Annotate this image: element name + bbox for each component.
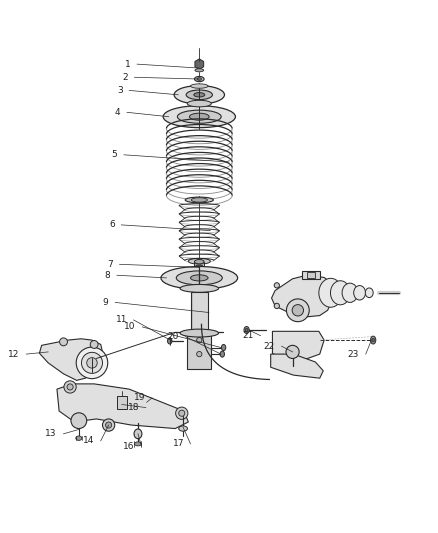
Polygon shape xyxy=(195,59,204,69)
Text: 23: 23 xyxy=(348,350,359,359)
Text: 9: 9 xyxy=(103,298,109,307)
Ellipse shape xyxy=(176,407,188,419)
Text: 22: 22 xyxy=(264,342,275,351)
Text: 13: 13 xyxy=(46,429,57,438)
Ellipse shape xyxy=(319,278,343,307)
Ellipse shape xyxy=(180,329,219,337)
Ellipse shape xyxy=(81,352,102,374)
Ellipse shape xyxy=(197,337,202,343)
Ellipse shape xyxy=(90,341,98,349)
Ellipse shape xyxy=(190,113,209,120)
Text: 3: 3 xyxy=(117,86,123,95)
Text: 8: 8 xyxy=(105,271,110,280)
Ellipse shape xyxy=(342,283,358,302)
Ellipse shape xyxy=(187,100,211,107)
Ellipse shape xyxy=(274,282,279,288)
Ellipse shape xyxy=(274,303,279,309)
Ellipse shape xyxy=(167,338,172,344)
Ellipse shape xyxy=(244,327,249,334)
Ellipse shape xyxy=(372,338,374,342)
Ellipse shape xyxy=(191,198,207,202)
Polygon shape xyxy=(175,332,223,369)
Circle shape xyxy=(286,345,299,359)
Ellipse shape xyxy=(371,336,376,344)
Text: 6: 6 xyxy=(109,220,115,229)
Ellipse shape xyxy=(196,269,202,272)
Text: 20: 20 xyxy=(167,332,179,341)
Ellipse shape xyxy=(194,260,204,264)
Ellipse shape xyxy=(177,110,221,123)
Polygon shape xyxy=(302,271,320,279)
Ellipse shape xyxy=(134,442,141,446)
Ellipse shape xyxy=(161,266,237,289)
Ellipse shape xyxy=(191,275,208,281)
Ellipse shape xyxy=(76,347,108,378)
Bar xyxy=(117,395,127,409)
Text: 18: 18 xyxy=(128,403,139,412)
Text: 14: 14 xyxy=(83,437,94,446)
Ellipse shape xyxy=(197,78,201,80)
Ellipse shape xyxy=(106,422,112,428)
Text: 7: 7 xyxy=(107,260,113,269)
Text: 19: 19 xyxy=(134,393,145,402)
Ellipse shape xyxy=(220,351,225,357)
Ellipse shape xyxy=(176,271,223,285)
Ellipse shape xyxy=(64,381,76,393)
Ellipse shape xyxy=(197,351,202,357)
Ellipse shape xyxy=(353,286,365,300)
Text: 21: 21 xyxy=(243,331,254,340)
Circle shape xyxy=(71,413,87,429)
Ellipse shape xyxy=(365,288,373,297)
Ellipse shape xyxy=(77,418,81,423)
Text: 11: 11 xyxy=(116,316,127,325)
Ellipse shape xyxy=(179,410,185,416)
Ellipse shape xyxy=(222,344,226,351)
Ellipse shape xyxy=(67,384,73,390)
Polygon shape xyxy=(272,332,324,362)
Text: 16: 16 xyxy=(124,441,135,450)
Polygon shape xyxy=(271,354,323,378)
Ellipse shape xyxy=(286,299,309,322)
Polygon shape xyxy=(272,275,334,317)
Ellipse shape xyxy=(179,426,187,431)
Ellipse shape xyxy=(174,86,225,104)
Ellipse shape xyxy=(180,285,219,292)
Ellipse shape xyxy=(191,84,208,88)
Ellipse shape xyxy=(134,429,142,439)
Ellipse shape xyxy=(194,76,204,82)
Ellipse shape xyxy=(188,259,210,264)
Ellipse shape xyxy=(194,93,205,97)
Bar xyxy=(191,292,208,333)
Text: 4: 4 xyxy=(115,108,120,117)
Ellipse shape xyxy=(245,328,248,332)
Ellipse shape xyxy=(60,338,67,346)
Text: 10: 10 xyxy=(124,322,136,332)
Text: 2: 2 xyxy=(122,73,128,82)
Text: 1: 1 xyxy=(125,60,131,69)
Ellipse shape xyxy=(292,304,304,316)
Ellipse shape xyxy=(330,281,350,305)
Ellipse shape xyxy=(195,69,204,72)
Text: 5: 5 xyxy=(112,150,117,159)
Text: 12: 12 xyxy=(8,350,20,359)
Ellipse shape xyxy=(186,90,212,100)
Ellipse shape xyxy=(194,265,204,270)
Ellipse shape xyxy=(87,358,97,368)
Ellipse shape xyxy=(102,419,115,431)
Polygon shape xyxy=(39,339,103,381)
Ellipse shape xyxy=(76,436,82,440)
Ellipse shape xyxy=(163,106,236,128)
Bar xyxy=(307,272,315,278)
Ellipse shape xyxy=(185,197,213,203)
Text: 17: 17 xyxy=(173,439,184,448)
Polygon shape xyxy=(57,384,188,429)
